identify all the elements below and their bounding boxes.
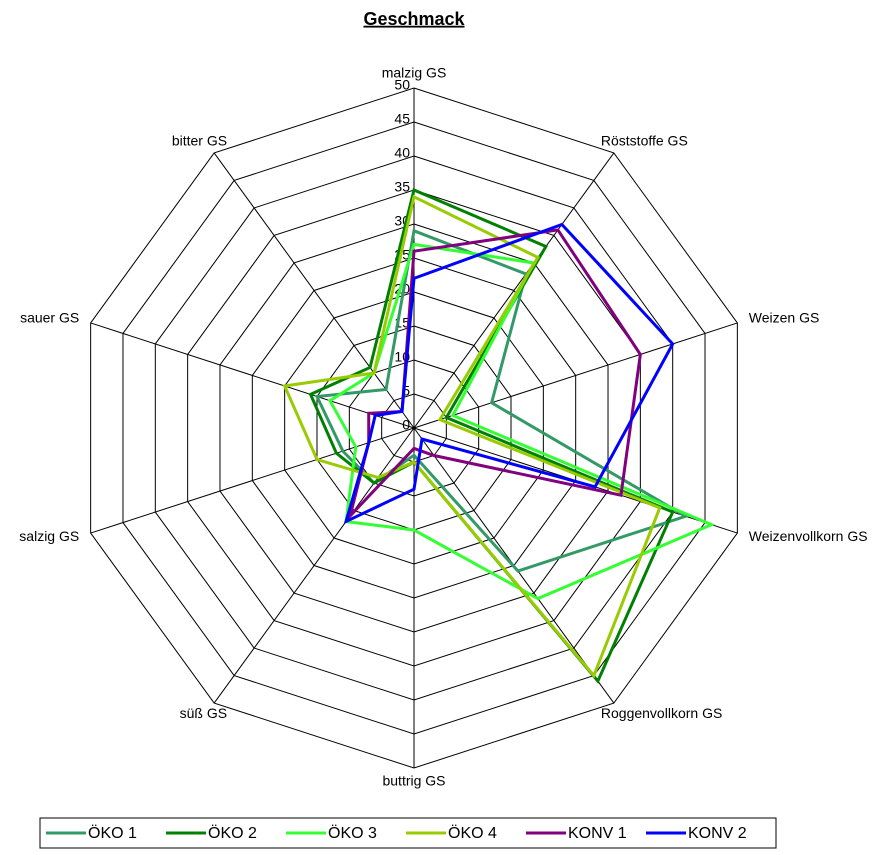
r-tick-label: 40 xyxy=(394,145,410,161)
category-label: Weizenvollkorn GS xyxy=(749,528,868,544)
spoke xyxy=(213,152,415,429)
r-tick-label: 0 xyxy=(402,417,410,433)
spoke xyxy=(213,427,415,704)
r-tick-label: 45 xyxy=(394,111,410,127)
r-tick-label: 50 xyxy=(394,77,410,93)
legend-label: ÖKO 1 xyxy=(88,824,137,842)
category-label: süß GS xyxy=(180,705,227,721)
spoke xyxy=(90,322,415,429)
legend-label: KONV 2 xyxy=(688,825,747,842)
legend-label: ÖKO 4 xyxy=(448,824,497,842)
series-line xyxy=(347,228,642,522)
r-tick-label: 5 xyxy=(402,383,410,399)
category-label: Weizen GS xyxy=(749,309,820,325)
r-tick-label: 35 xyxy=(394,179,410,195)
category-label: bitter GS xyxy=(172,132,227,148)
series-line xyxy=(343,222,675,525)
series-line xyxy=(308,187,675,684)
legend-label: ÖKO 2 xyxy=(208,824,257,842)
legend-label: KONV 1 xyxy=(568,825,627,842)
series-line xyxy=(327,242,716,601)
category-label: salzig GS xyxy=(19,528,79,544)
chart-title: Geschmack xyxy=(363,9,465,29)
category-label: Roggenvollkorn GS xyxy=(601,705,722,721)
category-label: malzig GS xyxy=(382,65,447,81)
spoke xyxy=(413,152,615,429)
spoke xyxy=(413,322,738,429)
legend-label: ÖKO 3 xyxy=(328,824,377,842)
series-line xyxy=(282,194,662,679)
category-label: Röststoffe GS xyxy=(601,132,688,148)
spoke xyxy=(90,427,415,534)
series-line xyxy=(314,228,690,573)
category-label: sauer GS xyxy=(20,309,79,325)
legend-box xyxy=(39,817,777,849)
category-label: buttrig GS xyxy=(382,773,445,789)
